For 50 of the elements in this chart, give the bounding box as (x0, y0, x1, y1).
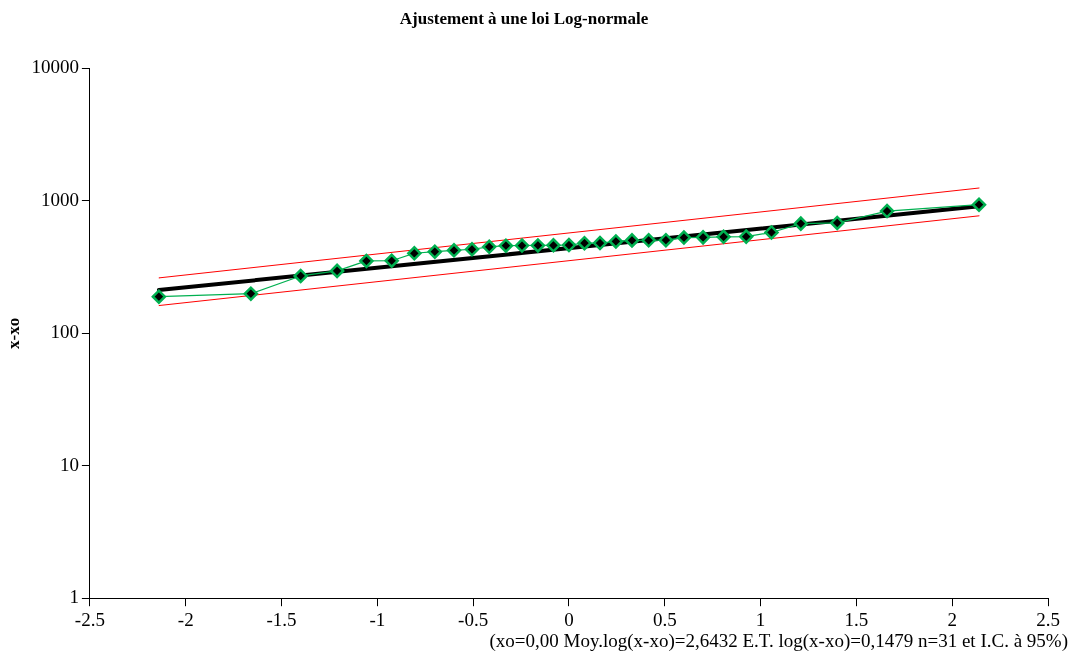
x-tick-label: 2.5 (1036, 608, 1060, 630)
x-tick-label: 1 (755, 608, 766, 630)
point (577, 235, 592, 251)
x-tick-label: -1.5 (266, 608, 297, 630)
x-tick-label: -0.5 (458, 608, 489, 630)
y-axis-title: x-xo (3, 317, 23, 349)
y-tick-label: 10 (59, 453, 79, 475)
point (243, 286, 259, 301)
point (151, 289, 167, 304)
point (407, 246, 422, 261)
point (592, 235, 608, 251)
point (481, 239, 497, 255)
point (427, 244, 443, 259)
point (384, 253, 399, 268)
x-tick-label: -2 (177, 608, 194, 630)
point (498, 238, 514, 253)
text: (xo=0,00 Moy.log(x-xo)=2,6432 E.T. log(x-xo)=0,1479 n=31 et I.C. à 95%) (489, 630, 1068, 653)
x-tick-label: 2 (947, 608, 957, 630)
y-tick-label: 10000 (31, 56, 79, 78)
point (446, 243, 462, 258)
point (641, 233, 656, 248)
point (561, 237, 577, 253)
point (658, 232, 674, 248)
point (464, 242, 480, 257)
point (695, 230, 711, 245)
point (716, 229, 731, 245)
point (546, 238, 561, 253)
point (764, 225, 779, 240)
point (829, 215, 845, 231)
point (793, 216, 809, 231)
point (530, 238, 546, 253)
y-tick-label: 100 (50, 321, 79, 343)
chart-title: Ajustement à une loi Log-normale (399, 8, 649, 28)
x-tick-label: -2.5 (74, 608, 105, 630)
point (624, 233, 640, 248)
point (329, 263, 345, 279)
point (293, 268, 308, 284)
point (971, 197, 987, 212)
x-tick-label: 1.5 (844, 608, 869, 630)
x-tick-label: 0 (564, 608, 574, 630)
y-tick-label: 1 (69, 586, 79, 608)
point (879, 203, 895, 219)
point (359, 253, 374, 269)
point (676, 230, 692, 245)
y-tick-label: 1000 (40, 188, 79, 210)
point (738, 229, 754, 244)
x-tick-label: 0.5 (652, 608, 677, 630)
point (514, 238, 530, 253)
x-tick-label: -1 (369, 608, 386, 630)
point (608, 234, 624, 249)
